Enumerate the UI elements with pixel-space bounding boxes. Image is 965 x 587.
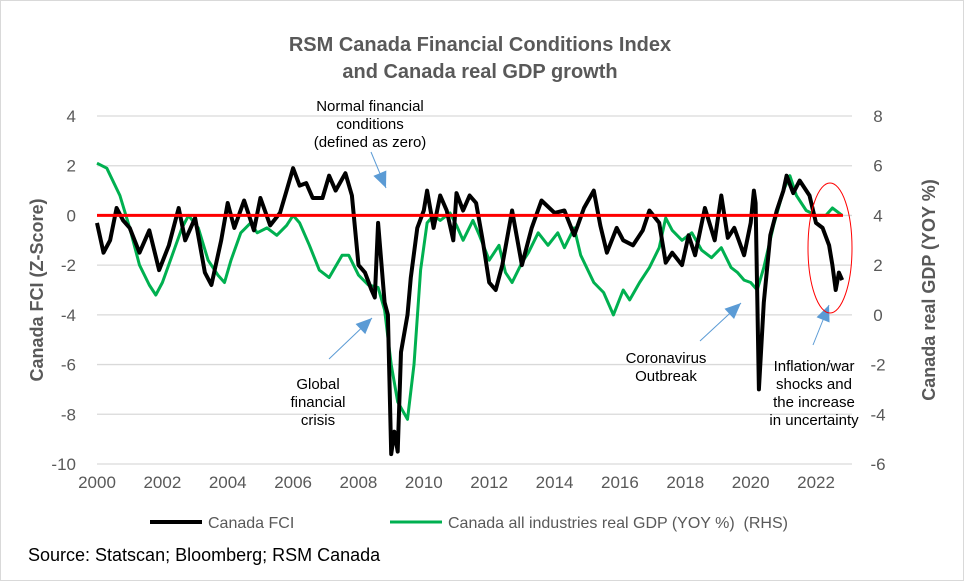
x-tick-label: 2016 (601, 473, 639, 492)
left-tick-label: 4 (67, 107, 76, 126)
right-tick-label: 8 (873, 107, 882, 126)
left-tick-label: 0 (67, 206, 76, 225)
annotation-gfc-text: financial (290, 394, 345, 411)
annotation-covid-text: Outbreak (635, 368, 697, 385)
chart-title-line-2: and Canada real GDP growth (342, 61, 617, 83)
series-lines (95, 161, 845, 457)
legend-label-gdp: Canada all industries real GDP (YOY %) (… (448, 515, 788, 532)
right-axis-ticks: 8 6 4 2 0 -2 -4 -6 (870, 107, 885, 474)
left-tick-label: -2 (61, 256, 76, 275)
x-tick-label: 2006 (274, 473, 312, 492)
x-tick-label: 2022 (797, 473, 835, 492)
right-tick-label: 6 (873, 157, 882, 176)
right-tick-label: -4 (870, 405, 885, 424)
x-tick-label: 2020 (732, 473, 770, 492)
left-tick-label: -8 (61, 405, 76, 424)
right-tick-label: -6 (870, 455, 885, 474)
x-tick-label: 2014 (536, 473, 574, 492)
annotation-normal-text: Normal financial (316, 98, 424, 115)
annotation-normal-text: (defined as zero) (314, 134, 427, 151)
annotation-inflation-text: the increase (773, 394, 855, 411)
annotation-gfc-text: Global (296, 376, 339, 393)
annotation-inflation-text: shocks and (776, 376, 852, 393)
left-axis-ticks: 4 2 0 -2 -4 -6 -8 -10 (51, 107, 76, 474)
left-tick-label: -4 (61, 306, 76, 325)
x-tick-label: 2018 (666, 473, 704, 492)
left-tick-label: -10 (51, 455, 76, 474)
left-axis-title: Canada FCI (Z-Score) (27, 198, 47, 381)
legend: Canada FCI Canada all industries real GD… (150, 515, 788, 532)
chart-title-line-1: RSM Canada Financial Conditions Index (289, 34, 671, 56)
left-tick-label: -6 (61, 356, 76, 375)
x-tick-label: 2002 (143, 473, 181, 492)
series-line-canada-gdp (96, 161, 844, 421)
x-tick-label: 2004 (209, 473, 247, 492)
gfc-arrow-arrowhead-icon (355, 318, 372, 335)
inflation-arrow-arrowhead-icon (816, 305, 830, 323)
x-tick-label: 2008 (340, 473, 378, 492)
right-axis-title: Canada real GDP (YOY %) (919, 179, 939, 400)
annotation-inflation-text: in uncertainty (769, 412, 859, 429)
normal-arrow-arrowhead-icon (373, 170, 387, 188)
series-line-canada-fci (95, 166, 845, 457)
covid-arrow-arrowhead-icon (724, 303, 741, 320)
x-tick-label: 2010 (405, 473, 443, 492)
right-tick-label: 4 (873, 206, 882, 225)
x-tick-label: 2012 (470, 473, 508, 492)
annotation-inflation-text: Inflation/war (774, 358, 855, 375)
x-axis-ticks: 2000 2002 2004 2006 2008 2010 2012 2014 2016 2018… (78, 473, 835, 492)
right-tick-label: -2 (870, 356, 885, 375)
annotation-gfc-text: crisis (301, 412, 335, 429)
right-tick-label: 0 (873, 306, 882, 325)
annotation-normal-text: conditions (336, 116, 404, 133)
highlight-ellipse (807, 182, 853, 314)
left-tick-label: 2 (67, 157, 76, 176)
source-note: Source: Statscan; Bloomberg; RSM Canada (28, 545, 381, 565)
right-tick-label: 2 (873, 256, 882, 275)
annotation-covid-text: Coronavirus (626, 350, 707, 367)
x-tick-label: 2000 (78, 473, 116, 492)
legend-label-fci: Canada FCI (208, 515, 294, 532)
